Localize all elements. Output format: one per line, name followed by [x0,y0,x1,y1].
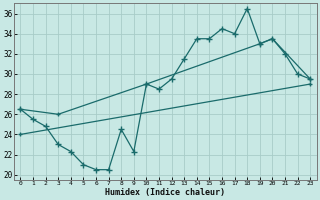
X-axis label: Humidex (Indice chaleur): Humidex (Indice chaleur) [105,188,225,197]
